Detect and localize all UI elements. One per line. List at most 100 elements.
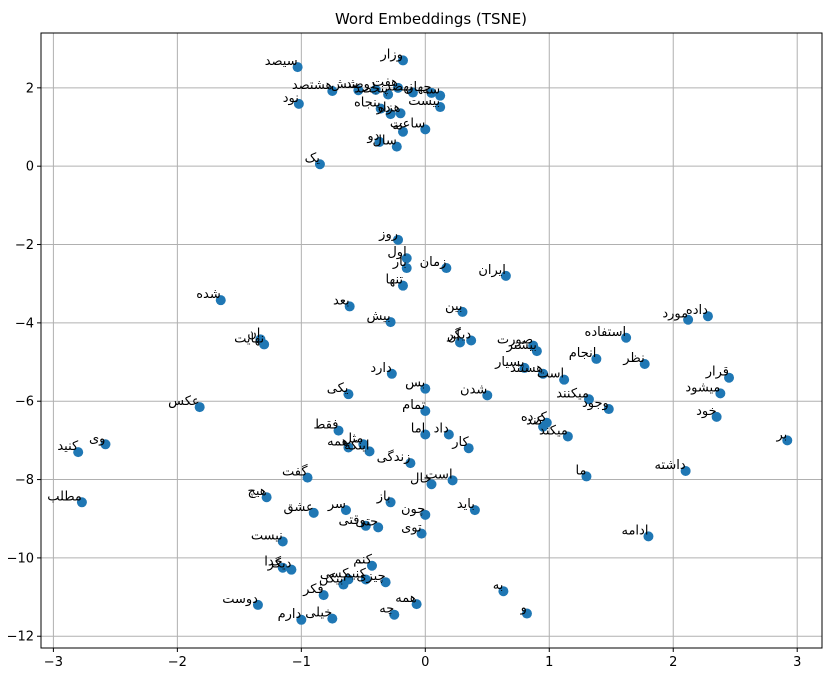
- point-label: بیست: [408, 94, 440, 109]
- data-point: [385, 317, 396, 328]
- data-point: [420, 406, 431, 417]
- x-tick-label: 2: [669, 655, 677, 670]
- data-point: [389, 609, 400, 620]
- point-label: دوست: [222, 592, 258, 607]
- data-point: [340, 505, 351, 516]
- data-point: [724, 372, 735, 383]
- data-point: [100, 439, 111, 450]
- point-label: خود: [696, 404, 717, 419]
- point-label: نهصد: [385, 80, 413, 95]
- point-label: نیست: [251, 528, 283, 543]
- data-point: [76, 497, 87, 508]
- data-point: [407, 87, 418, 98]
- data-point: [500, 270, 511, 281]
- point-label: ده: [378, 101, 391, 116]
- data-point: [621, 332, 632, 343]
- point-label: میشود: [685, 380, 720, 395]
- point-label: نود: [283, 91, 299, 106]
- data-point: [292, 62, 303, 73]
- point-label: داده: [686, 303, 708, 318]
- data-point: [73, 447, 84, 458]
- x-tick-label: 1: [545, 655, 553, 670]
- point-label: میکند: [539, 423, 568, 438]
- point-label: اول: [387, 245, 406, 260]
- grid-lines: [41, 33, 822, 648]
- point-label: حتی: [355, 514, 378, 529]
- point-label: بعد: [333, 293, 350, 308]
- point-label: هشتصد: [292, 78, 333, 93]
- data-point: [261, 492, 272, 503]
- point-label: استفاده: [585, 325, 627, 340]
- data-point: [353, 85, 364, 96]
- point-label: است: [537, 367, 564, 382]
- chart-title: Word Embeddings (TSNE): [335, 10, 527, 28]
- data-point: [374, 136, 385, 147]
- data-point: [420, 383, 431, 394]
- point-label: تمام: [402, 398, 426, 413]
- point-label: داشته: [654, 458, 685, 473]
- data-point: [286, 564, 297, 575]
- point-label: یکی: [327, 381, 349, 396]
- data-point: [327, 613, 338, 624]
- point-label: فقط: [313, 418, 338, 433]
- data-point: [333, 425, 344, 436]
- point-label: تنها: [385, 273, 403, 288]
- data-point: [397, 55, 408, 66]
- point-label: ایران: [478, 263, 506, 278]
- data-point: [559, 374, 570, 385]
- data-point: [538, 368, 549, 379]
- point-label: وجود: [582, 396, 609, 411]
- data-point: [259, 339, 270, 350]
- point-label: چه: [379, 602, 394, 617]
- data-point: [583, 394, 594, 405]
- data-point: [457, 306, 468, 317]
- data-point: [385, 109, 396, 120]
- point-label: نه: [392, 119, 403, 134]
- x-tick-label: 3: [793, 655, 801, 670]
- x-axis-ticks: −3 −2 −1 0 1 2 3: [44, 648, 801, 670]
- y-tick-label: −12: [7, 630, 34, 645]
- point-label: بیشتر: [506, 338, 537, 353]
- point-label: دوصد: [346, 77, 376, 92]
- point-label: یک: [305, 151, 321, 166]
- point-label: حال: [410, 471, 431, 486]
- data-point: [435, 102, 446, 113]
- point-label: نظر: [622, 351, 644, 366]
- point-label: دیگر: [267, 556, 292, 572]
- point-label: میکنند: [556, 386, 589, 401]
- data-point: [277, 562, 288, 573]
- data-point: [397, 280, 408, 291]
- data-point: [393, 82, 404, 93]
- point-label: کنم: [353, 553, 373, 568]
- x-tick-label: 0: [421, 655, 429, 670]
- point-label: بار: [392, 255, 407, 270]
- data-point: [366, 560, 377, 571]
- data-point: [426, 87, 437, 98]
- data-point: [277, 536, 288, 547]
- point-label: ما: [576, 463, 587, 478]
- data-point: [383, 89, 394, 100]
- data-point: [411, 599, 422, 610]
- point-label: دو: [366, 129, 379, 144]
- point-label: کنید: [57, 439, 79, 454]
- data-point: [397, 126, 408, 137]
- y-tick-label: −2: [15, 238, 34, 253]
- data-point: [603, 404, 614, 415]
- point-label: زندگی: [377, 449, 411, 465]
- point-label: چون: [401, 502, 425, 517]
- point-label: قرار: [705, 365, 729, 380]
- data-point: [443, 429, 454, 440]
- point-label: ان: [247, 326, 260, 341]
- point-label: وزار: [380, 47, 403, 62]
- data-point: [420, 509, 431, 520]
- data-point: [338, 579, 349, 590]
- point-label: کنیم: [343, 566, 366, 581]
- data-point: [215, 295, 226, 306]
- data-point: [360, 574, 371, 585]
- data-point: [469, 505, 480, 516]
- point-label: هزار: [376, 100, 401, 115]
- point-label: داد: [434, 422, 449, 437]
- data-point: [562, 431, 573, 442]
- point-label: سر: [327, 497, 346, 512]
